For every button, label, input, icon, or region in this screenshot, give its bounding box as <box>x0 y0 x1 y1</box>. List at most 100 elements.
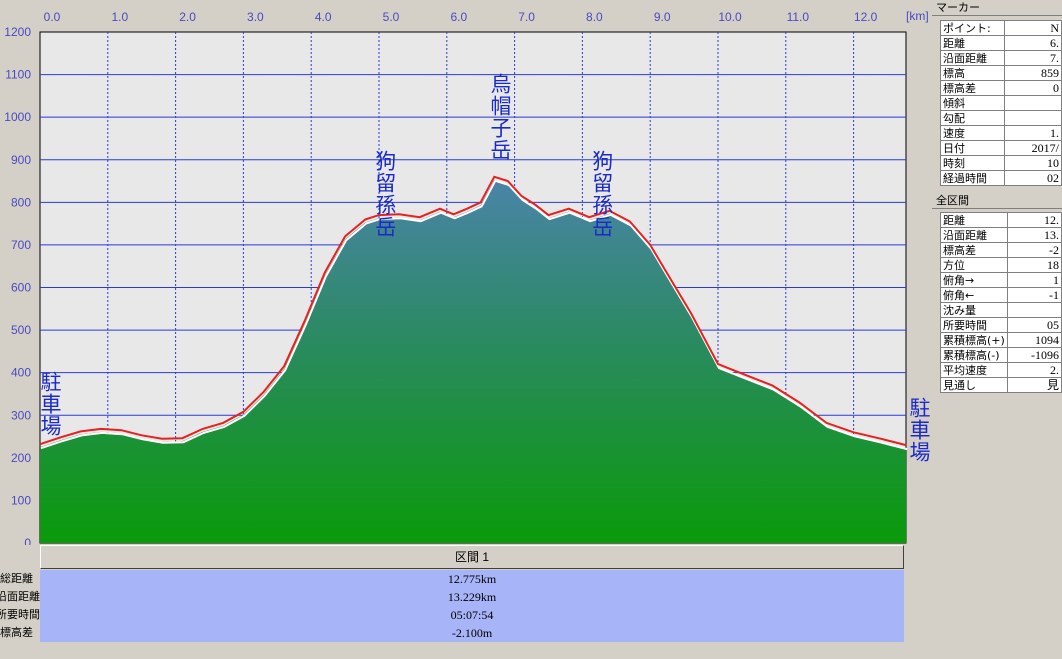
place-label: 駐車場 <box>910 396 931 464</box>
info-key: 累積標高(+) <box>940 332 1008 348</box>
info-value: 859 <box>1004 65 1062 81</box>
info-key: 所要時間 <box>940 317 1008 333</box>
info-row: 経過時間 02 <box>940 170 1062 186</box>
section-row: 12.775km <box>447 572 497 586</box>
info-row: 沿面距離 13. <box>940 227 1062 243</box>
info-value: 0 <box>1004 80 1062 96</box>
info-key: 距離 <box>940 35 1005 51</box>
info-key: 標高差 <box>940 242 1008 258</box>
y-tick-label: 600 <box>11 281 31 295</box>
info-key: 沿面距離 <box>940 227 1008 243</box>
elevation-area <box>40 179 907 544</box>
info-key: 平均速度 <box>940 362 1008 378</box>
info-key: 経過時間 <box>940 170 1005 186</box>
info-key: 速度 <box>940 125 1005 141</box>
info-value: 2017/ <box>1004 140 1062 156</box>
info-value: -1 <box>1006 287 1062 303</box>
info-value: 13. <box>1006 227 1062 243</box>
section-summary: 12.775km 13.229km 05:07:54 -2.100m <box>40 570 904 642</box>
info-key: 勾配 <box>940 110 1005 126</box>
info-row: 日付 2017/ <box>940 140 1062 156</box>
info-row: 累積標高(-) -1096 <box>940 347 1062 363</box>
y-tick-label: 300 <box>11 408 31 422</box>
info-value: -1096 <box>1006 347 1062 363</box>
section-row: -2.100m <box>451 626 493 640</box>
info-value: 18 <box>1006 257 1062 273</box>
y-tick-label: 500 <box>11 323 31 337</box>
marker-table: ポイント: N 距離 6. 沿面距離 7. 標高 859 標高差 0 傾斜 勾配 速度 1. 日付 2017/… <box>940 20 1062 186</box>
info-value: 12. <box>1006 212 1062 228</box>
elevation-profile-area[interactable]: 0.0 1.0 2.0 3.0 4.0 5.0 6.0 7.0 8.0 9.0 10.0 11.0 12… <box>0 0 932 659</box>
info-row: 時刻 10 <box>940 155 1062 171</box>
track-line <box>39 175 907 447</box>
info-row: 距離 6. <box>940 35 1062 51</box>
info-key: 標高 <box>940 65 1005 81</box>
info-row: 見通し見 <box>940 377 1062 393</box>
section-row-label: 総距離 <box>0 572 33 585</box>
info-key: 沈み量 <box>940 302 1008 318</box>
y-tick-label: 0 <box>24 536 31 545</box>
info-value: 1 <box>1006 272 1062 288</box>
info-key: 日付 <box>940 140 1005 156</box>
section-row: 13.229km <box>447 590 497 604</box>
info-row: 標高差 0 <box>940 80 1062 96</box>
x-tick-label: 0.0 <box>44 10 61 24</box>
total-title: 全区間 <box>932 193 1062 209</box>
info-row: 標高 859 <box>940 65 1062 81</box>
info-value <box>1004 95 1062 111</box>
info-value: 10 <box>1004 155 1062 171</box>
info-key: 時刻 <box>940 155 1005 171</box>
x-tick-label: 1.0 <box>111 10 128 24</box>
x-tick-label: 11.0 <box>787 10 810 24</box>
info-row: 勾配 <box>940 110 1062 126</box>
info-key: 見通し <box>940 377 1008 393</box>
info-key: ポイント: <box>940 20 1005 36</box>
info-row: 方位 18 <box>940 257 1062 273</box>
place-label: 狗留孫岳 <box>375 149 396 239</box>
info-key: 累積標高(-) <box>940 347 1008 363</box>
marker-title: マーカー <box>932 0 1062 16</box>
x-unit-label: [km] <box>906 9 929 23</box>
info-row: 俯角→ 1 <box>940 272 1062 288</box>
info-value: 7. <box>1004 50 1062 66</box>
info-panel: マーカー ポイント: N 距離 6. 沿面距離 7. 標高 859 標高差 0 傾斜 勾配 速度 1. 日付… <box>932 0 1062 659</box>
info-key: 傾斜 <box>940 95 1005 111</box>
info-value <box>1006 302 1062 318</box>
info-row: 速度 1. <box>940 125 1062 141</box>
place-label: 烏帽子岳 <box>491 73 512 163</box>
x-tick-label: 12.0 <box>854 10 878 24</box>
x-tick-label: 2.0 <box>179 10 196 24</box>
info-key: 俯角← <box>940 287 1008 303</box>
elevation-chart[interactable]: 0.0 1.0 2.0 3.0 4.0 5.0 6.0 7.0 8.0 9.0 10.0 11.0 12… <box>0 0 932 545</box>
x-tick-label: 8.0 <box>586 10 603 24</box>
info-row: 沈み量 <box>940 302 1062 318</box>
x-tick-label: 9.0 <box>654 10 671 24</box>
y-tick-label: 200 <box>11 451 31 465</box>
info-value <box>1004 110 1062 126</box>
info-row: 標高差 -2 <box>940 242 1062 258</box>
y-tick-label: 1000 <box>4 110 31 124</box>
info-row: 傾斜 <box>940 95 1062 111</box>
y-tick-label: 100 <box>11 493 31 507</box>
info-value: 1. <box>1004 125 1062 141</box>
y-axis-ticks: 0 100 200 300 400 500 600 700 800 900 1000 1100 1200 <box>4 25 31 545</box>
info-row: 所要時間 05 <box>940 317 1062 333</box>
info-key: 標高差 <box>940 80 1005 96</box>
info-key: 俯角→ <box>940 272 1008 288</box>
info-row: 累積標高(+) 1094 <box>940 332 1062 348</box>
info-key: 沿面距離 <box>940 50 1005 66</box>
y-tick-label: 400 <box>11 366 31 380</box>
info-row: 沿面距離 7. <box>940 50 1062 66</box>
info-row: 俯角← -1 <box>940 287 1062 303</box>
section-header[interactable]: 区間 1 <box>40 545 904 569</box>
y-tick-label: 1100 <box>5 68 31 82</box>
x-axis-ticks: 0.0 1.0 2.0 3.0 4.0 5.0 6.0 7.0 8.0 9.0 10.0 11.0 12… <box>44 10 878 24</box>
x-tick-label: 4.0 <box>315 10 332 24</box>
info-row: ポイント: N <box>940 20 1062 36</box>
info-value: 1094 <box>1006 332 1062 348</box>
info-value: 02 <box>1004 170 1062 186</box>
section-row-label: 沿面距離 <box>0 590 40 603</box>
place-label: 駐車場 <box>41 371 62 439</box>
info-row: 距離 12. <box>940 212 1062 228</box>
info-value: 6. <box>1004 35 1062 51</box>
